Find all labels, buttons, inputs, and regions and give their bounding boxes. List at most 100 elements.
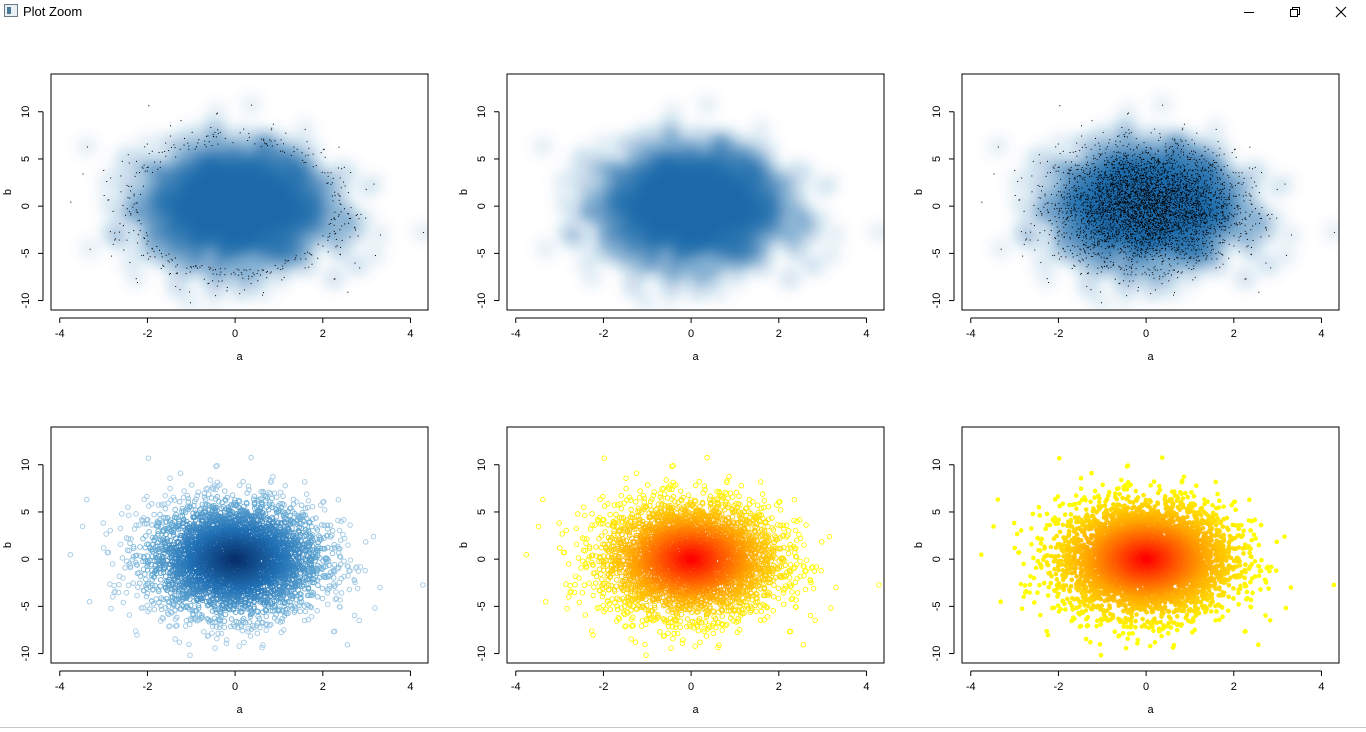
- data-point: [125, 215, 126, 216]
- density-cell: [738, 244, 756, 262]
- density-cell: [537, 240, 555, 258]
- data-point: [249, 137, 250, 138]
- data-point: [188, 146, 189, 147]
- minimize-button[interactable]: [1226, 0, 1272, 24]
- density-cell: [623, 264, 641, 282]
- data-point: [329, 224, 330, 225]
- data-point: [348, 192, 349, 193]
- data-point: [127, 208, 128, 209]
- data-point: [225, 268, 226, 269]
- data-point: [358, 235, 359, 236]
- density-cell: [684, 211, 702, 229]
- data-point: [336, 239, 337, 240]
- data-point: [217, 144, 218, 145]
- density-cell: [771, 176, 789, 194]
- data-point: [127, 185, 128, 186]
- density-cell: [179, 180, 197, 198]
- density-cell: [246, 211, 264, 229]
- data-point: [113, 211, 114, 212]
- data-point: [146, 244, 147, 245]
- density-cell: [629, 216, 647, 234]
- data-point: [149, 153, 150, 154]
- data-point: [324, 149, 325, 150]
- data-point: [354, 263, 355, 264]
- data-point: [347, 213, 348, 214]
- data-point: [334, 278, 335, 279]
- x-tick-label: 2: [320, 328, 326, 340]
- x-tick-label: 0: [688, 328, 694, 340]
- data-point: [328, 176, 329, 177]
- density-cell: [657, 311, 675, 329]
- data-point: [240, 132, 241, 133]
- data-point: [213, 270, 214, 271]
- data-point: [322, 172, 323, 173]
- data-point: [220, 132, 221, 133]
- data-point: [119, 240, 120, 241]
- data-point: [366, 189, 367, 190]
- data-point: [284, 277, 285, 278]
- data-point: [165, 156, 166, 157]
- data-point: [169, 274, 170, 275]
- data-point: [329, 233, 330, 234]
- data-point: [119, 232, 120, 233]
- data-point: [162, 152, 163, 153]
- data-point: [350, 207, 351, 208]
- data-point: [166, 255, 167, 256]
- data-point: [226, 290, 227, 291]
- data-point: [213, 273, 214, 274]
- data-point: [295, 257, 296, 258]
- restore-button[interactable]: [1272, 0, 1318, 24]
- data-point: [261, 139, 262, 140]
- data-point: [340, 247, 341, 248]
- y-tick-label: -10: [20, 293, 32, 309]
- density-cell: [293, 187, 311, 205]
- data-point: [344, 167, 345, 168]
- data-point: [171, 259, 172, 260]
- data-point: [342, 240, 343, 241]
- data-point: [224, 274, 225, 275]
- data-point: [163, 266, 164, 267]
- data-point: [350, 172, 351, 173]
- data-point: [322, 245, 323, 246]
- data-point: [141, 255, 142, 256]
- data-point: [196, 146, 197, 147]
- data-point: [233, 272, 234, 273]
- data-point: [147, 253, 148, 254]
- data-point: [339, 200, 340, 201]
- data-point: [87, 147, 88, 148]
- x-axis-label: a: [236, 351, 243, 363]
- data-point: [154, 162, 155, 163]
- data-point: [189, 291, 190, 292]
- density-cell: [201, 311, 219, 329]
- data-point: [181, 120, 182, 121]
- data-point: [335, 195, 336, 196]
- close-button[interactable]: [1318, 0, 1364, 24]
- data-point: [160, 161, 161, 162]
- data-point: [239, 293, 240, 294]
- data-point: [345, 185, 346, 186]
- data-point: [222, 280, 223, 281]
- density-cell: [663, 265, 681, 283]
- density-cell: [278, 216, 296, 234]
- data-point: [277, 268, 278, 269]
- data-point: [305, 162, 306, 163]
- data-point: [177, 273, 178, 274]
- data-point: [138, 234, 139, 235]
- data-point: [316, 165, 317, 166]
- data-point: [328, 182, 329, 183]
- data-point: [257, 273, 258, 274]
- data-point: [220, 272, 221, 273]
- data-point: [332, 182, 333, 183]
- restore-icon: [1289, 6, 1301, 18]
- data-point: [333, 178, 334, 179]
- data-point: [258, 270, 259, 271]
- data-point: [157, 169, 158, 170]
- data-point: [195, 265, 196, 266]
- data-point: [360, 214, 361, 215]
- data-point: [90, 249, 91, 250]
- data-point: [317, 258, 318, 259]
- data-point: [215, 269, 216, 270]
- data-point: [217, 113, 218, 114]
- data-point: [359, 267, 360, 268]
- data-point: [321, 152, 322, 153]
